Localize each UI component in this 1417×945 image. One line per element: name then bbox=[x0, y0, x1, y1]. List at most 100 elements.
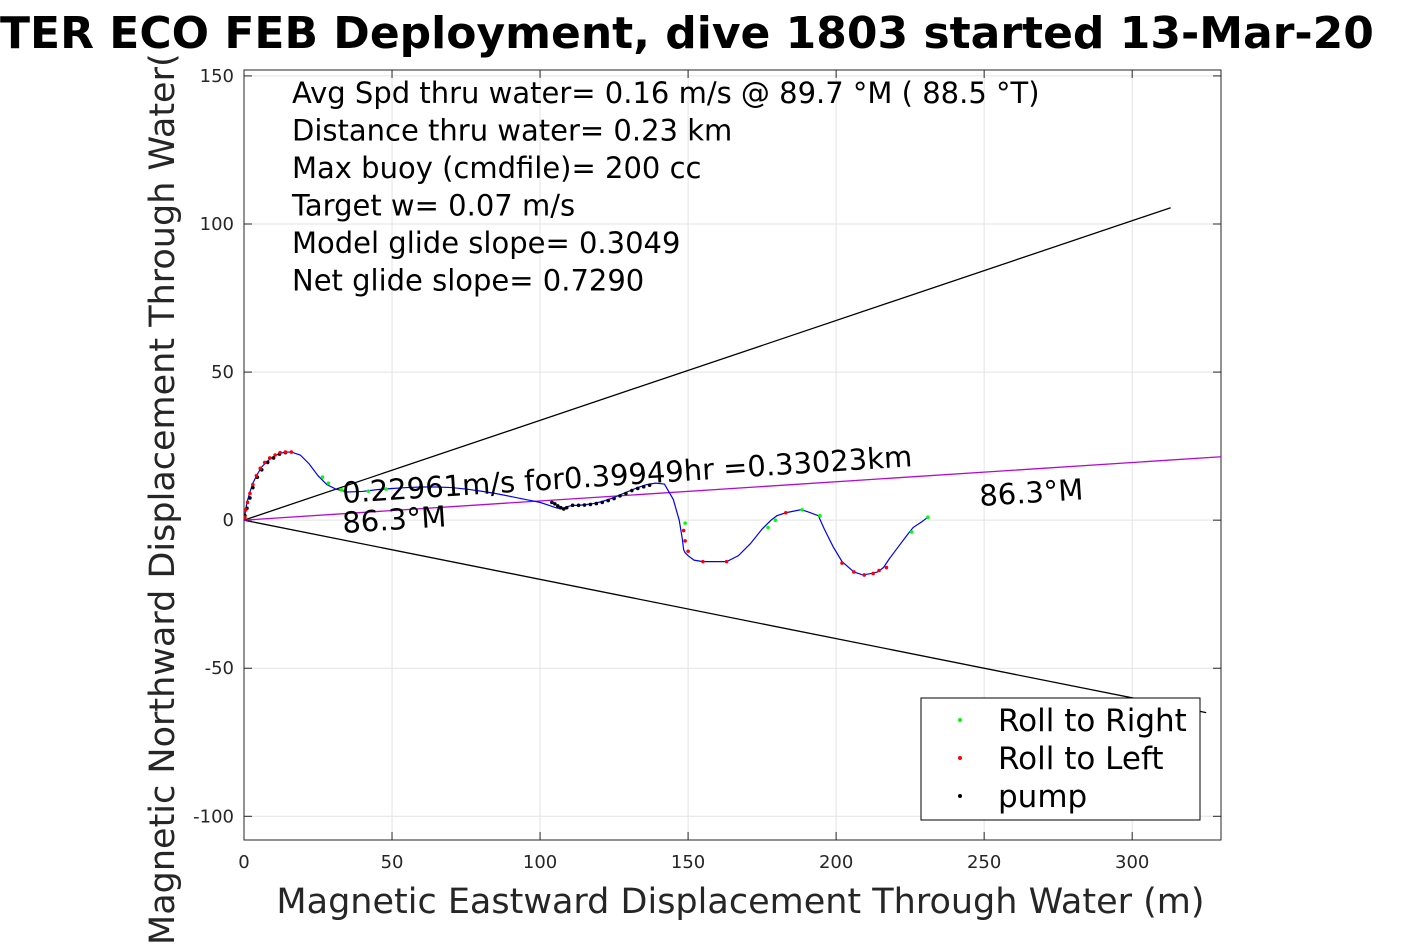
pump-point bbox=[558, 505, 563, 510]
x-tick-label: 50 bbox=[381, 852, 404, 873]
y-tick-label: 150 bbox=[200, 66, 234, 87]
tick-labels: 0 50 100 150 200 250 300 -100 -50 0 50 100 150 bbox=[193, 66, 1149, 873]
roll-right-point bbox=[384, 487, 388, 491]
x-tick-label: 150 bbox=[671, 852, 705, 873]
pump-point bbox=[582, 503, 587, 507]
reference-line-overlay bbox=[244, 456, 1221, 521]
roll-right-point bbox=[320, 475, 325, 480]
pump-point bbox=[564, 505, 569, 510]
roll-left-point bbox=[251, 482, 255, 487]
axes-box bbox=[243, 69, 1222, 841]
pump-point bbox=[251, 485, 255, 490]
x-tick-label: 0 bbox=[238, 852, 249, 873]
legend-marker-roll-right bbox=[958, 718, 962, 722]
x-tick-label: 200 bbox=[819, 852, 853, 873]
x-tick-label: 250 bbox=[967, 852, 1001, 873]
pump-point bbox=[561, 507, 566, 511]
stat-line: Target w= 0.07 m/s bbox=[291, 189, 575, 223]
roll-left-point bbox=[283, 450, 288, 454]
x-axis-label: Magnetic Eastward Displacement Through W… bbox=[276, 882, 1204, 922]
heading-annotation-right: 86.3°M bbox=[978, 472, 1084, 513]
pump-point bbox=[570, 503, 575, 508]
reference-lines bbox=[244, 207, 1221, 714]
roll-left-point bbox=[258, 466, 263, 471]
roll-left-point bbox=[840, 561, 844, 565]
legend-marker-roll-left bbox=[958, 756, 962, 760]
pump-point bbox=[647, 483, 652, 488]
roll-right-point bbox=[926, 515, 930, 519]
pump-point bbox=[248, 496, 252, 500]
roll-left-point bbox=[852, 570, 856, 574]
roll-left-point bbox=[884, 565, 889, 570]
x-tick-label: 300 bbox=[1115, 852, 1149, 873]
roll-right-point bbox=[800, 507, 804, 512]
roll-right-point bbox=[766, 525, 770, 530]
stats-block: Avg Spd thru water= 0.16 m/s @ 89.7 °M (… bbox=[291, 76, 1040, 298]
pump-point bbox=[600, 500, 605, 505]
pump-point bbox=[606, 498, 610, 503]
roll-left-point bbox=[267, 456, 272, 460]
legend-box bbox=[920, 697, 1201, 821]
stat-line: Avg Spd thru water= 0.16 m/s @ 89.7 °M (… bbox=[292, 76, 1040, 110]
pump-point bbox=[265, 460, 270, 465]
x-tick-label: 100 bbox=[523, 852, 557, 873]
stat-line: Distance thru water= 0.23 km bbox=[292, 114, 732, 148]
roll-left-point bbox=[862, 573, 867, 577]
roll-left-point bbox=[262, 460, 267, 465]
y-axis-label: Magnetic Northward Displacement Through … bbox=[143, 53, 183, 945]
pump-point bbox=[271, 456, 276, 460]
pump-point bbox=[576, 503, 581, 508]
roll-left-point bbox=[686, 549, 690, 554]
pump-point bbox=[612, 496, 616, 501]
y-tick-label: 100 bbox=[200, 214, 234, 235]
stat-line: Max buoy (cmdfile)= 200 cc bbox=[292, 151, 701, 185]
roll-left-point bbox=[289, 450, 294, 454]
pump-point bbox=[641, 484, 646, 489]
y-tick-label: 0 bbox=[223, 510, 234, 531]
pump-point bbox=[556, 504, 560, 508]
roll-left-point bbox=[701, 559, 705, 564]
legend-marker-pump bbox=[958, 794, 962, 798]
roll-left-point bbox=[254, 473, 259, 478]
y-tick-label: -100 bbox=[193, 806, 234, 827]
reference-line-1 bbox=[244, 519, 1207, 714]
y-tick-label: -50 bbox=[205, 658, 234, 679]
legend-label-roll-right: Roll to Right bbox=[998, 703, 1187, 739]
roll-left-point bbox=[681, 528, 686, 533]
pump-point bbox=[550, 500, 554, 505]
legend-label-roll-left: Roll to Left bbox=[998, 741, 1164, 777]
roll-left-point bbox=[244, 515, 247, 519]
roll-right-point bbox=[326, 481, 331, 485]
pump-point bbox=[553, 502, 557, 506]
roll-left-point bbox=[248, 491, 252, 496]
roll-left-point bbox=[724, 559, 729, 564]
legend-label-pump: pump bbox=[998, 779, 1087, 815]
y-tick-label: 50 bbox=[211, 362, 234, 383]
data-points bbox=[244, 450, 930, 577]
roll-right-point bbox=[366, 489, 371, 493]
roll-right-point bbox=[683, 521, 687, 525]
roll-left-point bbox=[871, 571, 875, 576]
roll-left-point bbox=[683, 539, 687, 543]
pump-point bbox=[588, 502, 593, 507]
pump-point bbox=[630, 488, 634, 493]
stat-line: Net glide slope= 0.7290 bbox=[292, 264, 644, 298]
pump-point bbox=[624, 491, 628, 496]
pump-point bbox=[618, 494, 622, 498]
roll-right-point bbox=[773, 518, 778, 522]
roll-left-point bbox=[783, 510, 788, 515]
roll-left-point bbox=[278, 450, 282, 455]
heading-annotation-left: 86.3°M bbox=[341, 499, 447, 540]
stat-line: Model glide slope= 0.3049 bbox=[292, 226, 680, 260]
roll-left-point bbox=[244, 507, 248, 512]
roll-right-point bbox=[339, 488, 344, 492]
pump-point bbox=[635, 486, 640, 491]
roll-right-point bbox=[818, 513, 822, 518]
roll-left-point bbox=[245, 500, 250, 505]
roll-left-point bbox=[273, 453, 277, 457]
reference-line-0 bbox=[244, 207, 1171, 521]
chart-title: TER ECO FEB Deployment, dive 1803 starte… bbox=[0, 8, 1374, 59]
legend: Roll to Right Roll to Left pump bbox=[920, 697, 1201, 821]
roll-right-point bbox=[909, 530, 914, 534]
